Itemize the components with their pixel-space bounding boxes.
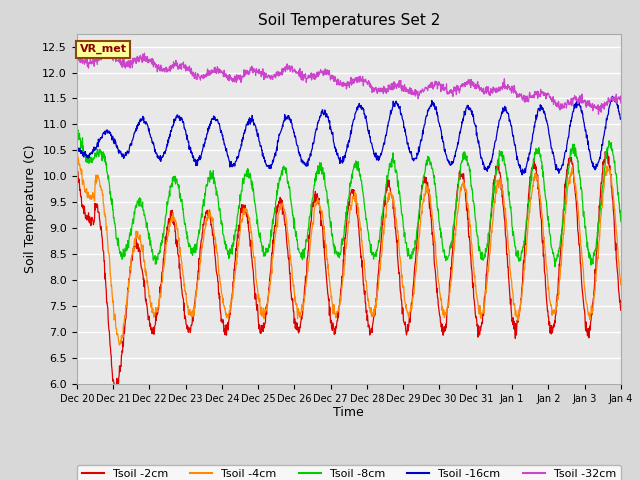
Text: VR_met: VR_met bbox=[79, 44, 127, 54]
Title: Soil Temperatures Set 2: Soil Temperatures Set 2 bbox=[258, 13, 440, 28]
Y-axis label: Soil Temperature (C): Soil Temperature (C) bbox=[24, 144, 36, 273]
Legend: Tsoil -2cm, Tsoil -4cm, Tsoil -8cm, Tsoil -16cm, Tsoil -32cm: Tsoil -2cm, Tsoil -4cm, Tsoil -8cm, Tsoi… bbox=[77, 465, 621, 480]
X-axis label: Time: Time bbox=[333, 407, 364, 420]
